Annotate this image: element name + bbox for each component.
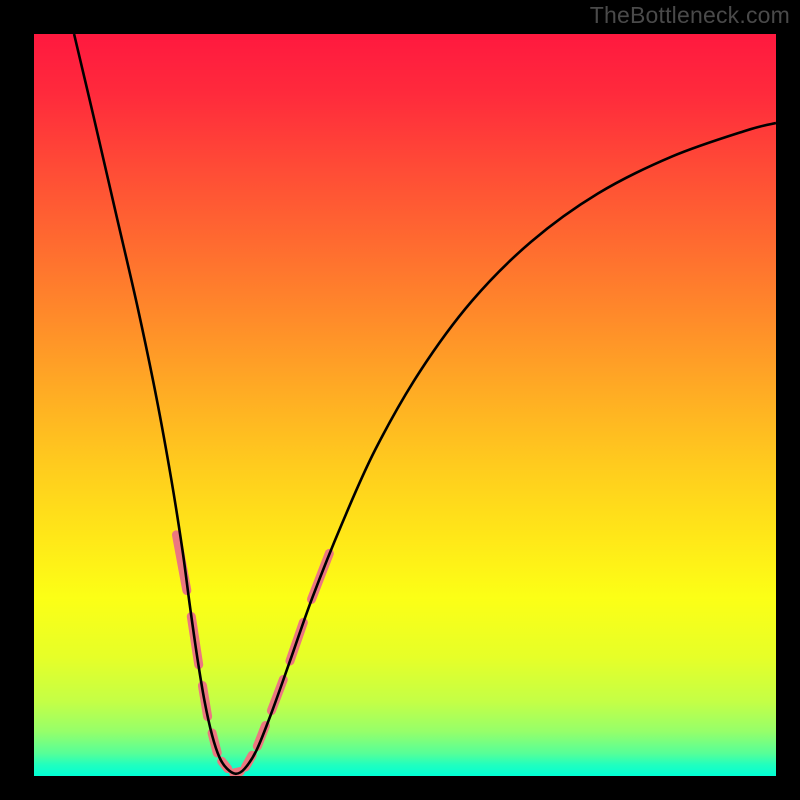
watermark-text: TheBottleneck.com xyxy=(590,2,790,29)
chart-root: TheBottleneck.com xyxy=(0,0,800,800)
bottleneck-curve-chart xyxy=(34,34,776,776)
gradient-background xyxy=(34,34,776,776)
